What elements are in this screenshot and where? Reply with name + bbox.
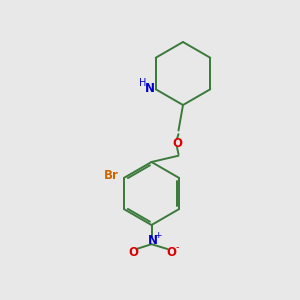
Text: -: - — [176, 242, 179, 252]
Text: O: O — [172, 136, 182, 150]
Text: H: H — [140, 78, 147, 88]
Text: N: N — [145, 82, 155, 95]
Text: O: O — [128, 245, 138, 259]
Text: O: O — [166, 245, 176, 259]
Text: N: N — [148, 234, 158, 247]
Text: Br: Br — [104, 169, 119, 182]
Text: +: + — [154, 231, 162, 240]
